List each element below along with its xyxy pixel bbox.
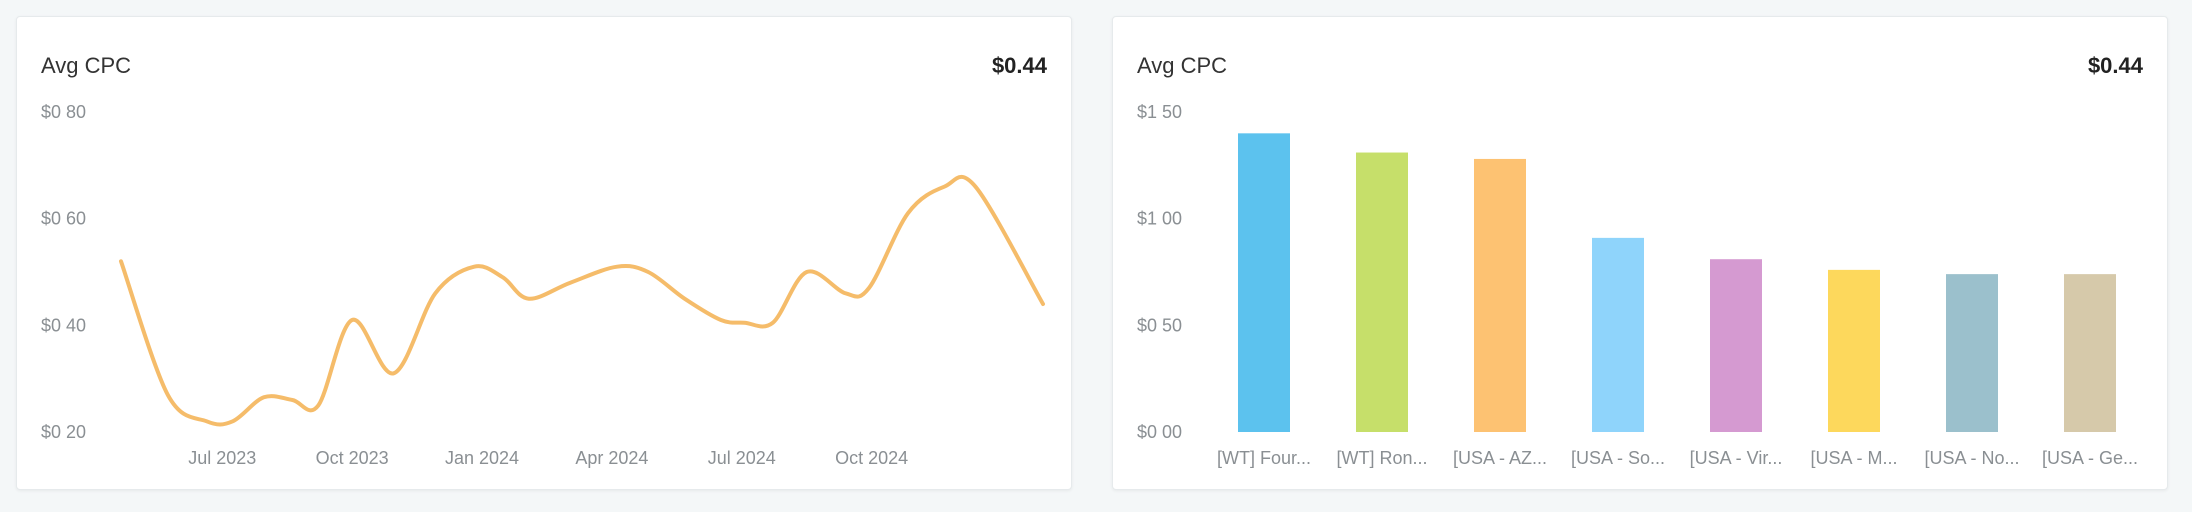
card-title: Avg CPC <box>1137 53 1228 78</box>
bar-chart: $1 50 $1 00 $0 50 $0 00 [WT] Four... [WT] Ron… <box>1137 102 2138 468</box>
y-tick-label: $0 50 <box>1137 315 1182 335</box>
x-tick-label: Jan 2024 <box>445 448 519 468</box>
x-tick-label: [USA - So... <box>1571 448 1665 468</box>
bar[interactable] <box>1710 259 1762 432</box>
bar[interactable] <box>1356 152 1408 433</box>
card-total-value: $0.44 <box>2087 53 2143 78</box>
y-tick-label: $0 20 <box>41 422 86 442</box>
bar[interactable] <box>1474 158 1526 432</box>
x-tick-label: Oct 2023 <box>316 448 389 468</box>
y-tick-label: $0 00 <box>1137 422 1182 442</box>
x-tick-label: [USA - M... <box>1810 448 1897 468</box>
bar[interactable] <box>1828 269 1880 432</box>
card-total-value: $0.44 <box>991 53 1047 78</box>
avg-cpc-line-card: Avg CPC $0.44 $0 80 $0 60 $0 40 $0 20 Jul 20… <box>16 16 1072 490</box>
x-tick-label: [USA - No... <box>1924 448 2019 468</box>
line-chart: $0 80 $0 60 $0 40 $0 20 Jul 2023 Oct 2023 Jan … <box>41 102 1045 468</box>
x-tick-label: [USA - Vir... <box>1690 448 1783 468</box>
bar[interactable] <box>1238 133 1290 432</box>
x-tick-label: [WT] Ron... <box>1336 448 1427 468</box>
y-tick-label: $1 50 <box>1137 102 1182 122</box>
y-tick-label: $0 40 <box>41 315 86 335</box>
card-title: Avg CPC <box>41 53 132 78</box>
x-tick-label: Jul 2024 <box>708 448 776 468</box>
bar[interactable] <box>2064 274 2116 432</box>
x-tick-label: [USA - Ge... <box>2042 448 2138 468</box>
x-tick-label: Jul 2023 <box>188 448 256 468</box>
x-tick-label: Apr 2024 <box>575 448 648 468</box>
y-tick-label: $0 60 <box>41 209 86 229</box>
y-tick-label: $0 80 <box>41 102 86 122</box>
x-tick-label: Oct 2024 <box>835 448 908 468</box>
x-tick-label: [USA - AZ... <box>1453 448 1547 468</box>
series-line <box>119 174 1045 427</box>
y-tick-label: $1 00 <box>1137 209 1182 229</box>
avg-cpc-bar-card: Avg CPC $0.44 $1 50 $1 00 $0 50 $0 00 [WT] F… <box>1112 16 2168 490</box>
x-tick-label: [WT] Four... <box>1217 448 1311 468</box>
bar[interactable] <box>1946 274 1998 432</box>
bar[interactable] <box>1592 237 1644 432</box>
